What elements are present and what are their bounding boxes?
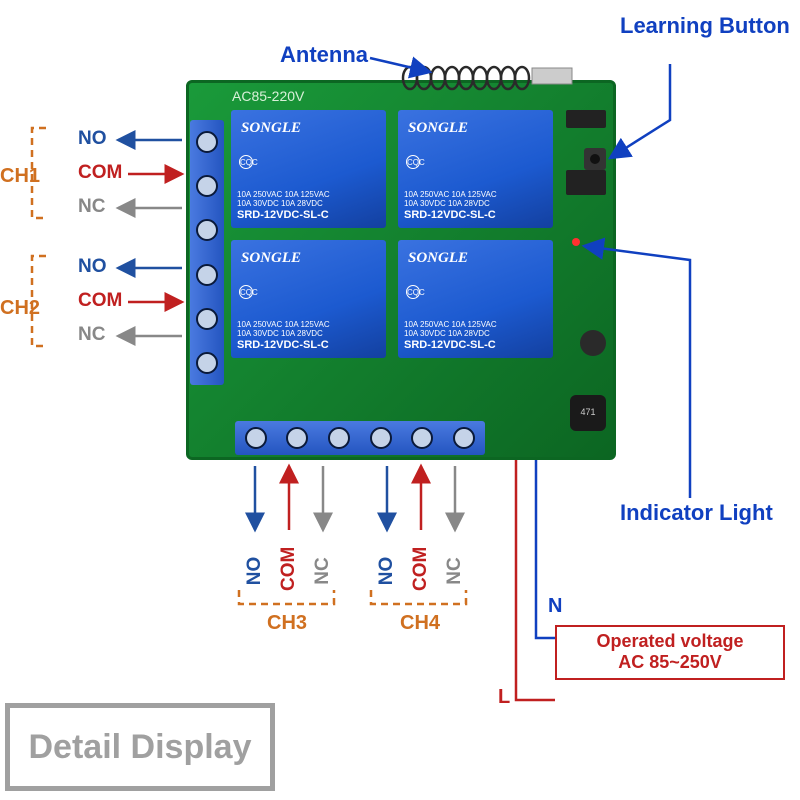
ch1-label: CH1 bbox=[0, 165, 40, 188]
no-label: NO bbox=[78, 128, 107, 150]
terminal-hole bbox=[453, 427, 475, 449]
relay-3: SONGLE 10A 250VAC 10A 125VAC 10A 30VDC 1… bbox=[231, 240, 386, 358]
ic-chip bbox=[566, 170, 606, 195]
terminal-hole bbox=[370, 427, 392, 449]
voltage-line1: Operated voltage bbox=[557, 631, 783, 652]
com-label-v: COM bbox=[410, 551, 432, 591]
nc-label-v: NC bbox=[444, 551, 466, 591]
ch3-label: CH3 bbox=[267, 612, 307, 635]
left-terminal-block bbox=[190, 120, 224, 385]
n-label: N bbox=[548, 595, 562, 618]
nc-label: NC bbox=[78, 324, 105, 346]
ch2-label: CH2 bbox=[0, 297, 40, 320]
voltage-box: Operated voltage AC 85~250V bbox=[555, 625, 785, 680]
terminal-hole bbox=[328, 427, 350, 449]
terminal-hole bbox=[196, 175, 218, 197]
capacitor bbox=[580, 330, 606, 356]
no-label-v: NO bbox=[244, 551, 266, 591]
terminal-hole bbox=[286, 427, 308, 449]
learning-button-label: Learning Button bbox=[620, 14, 730, 38]
no-label: NO bbox=[78, 256, 107, 278]
relay-4: SONGLE 10A 250VAC 10A 125VAC 10A 30VDC 1… bbox=[398, 240, 553, 358]
detail-display-text: Detail Display bbox=[29, 728, 252, 767]
inductor: 471 bbox=[570, 395, 606, 431]
bottom-terminal-block bbox=[235, 421, 485, 455]
terminal-hole bbox=[245, 427, 267, 449]
terminal-hole bbox=[196, 308, 218, 330]
learning-button bbox=[584, 148, 606, 170]
antenna-label: Antenna bbox=[280, 42, 368, 68]
no-label-v: NO bbox=[376, 551, 398, 591]
learning-button-text: Learning Button bbox=[620, 14, 730, 38]
com-label-v: COM bbox=[278, 551, 300, 591]
com-label: COM bbox=[78, 290, 122, 312]
ic-chip bbox=[566, 110, 606, 128]
voltage-line2: AC 85~250V bbox=[557, 652, 783, 673]
com-label: COM bbox=[78, 162, 122, 184]
terminal-hole bbox=[196, 131, 218, 153]
relay-2: SONGLE 10A 250VAC 10A 125VAC 10A 30VDC 1… bbox=[398, 110, 553, 228]
indicator-light-label: Indicator Light bbox=[620, 500, 773, 526]
l-label: L bbox=[498, 686, 510, 709]
nc-label: NC bbox=[78, 196, 105, 218]
terminal-hole bbox=[196, 264, 218, 286]
terminal-hole bbox=[411, 427, 433, 449]
nc-label-v: NC bbox=[312, 551, 334, 591]
ch4-label: CH4 bbox=[400, 612, 440, 635]
relay-1: SONGLE 10A 250VAC 10A 125VAC 10A 30VDC 1… bbox=[231, 110, 386, 228]
terminal-hole bbox=[196, 352, 218, 374]
detail-display-box: Detail Display bbox=[5, 703, 275, 791]
terminal-hole bbox=[196, 219, 218, 241]
board-marking: AC85-220V bbox=[232, 88, 304, 104]
